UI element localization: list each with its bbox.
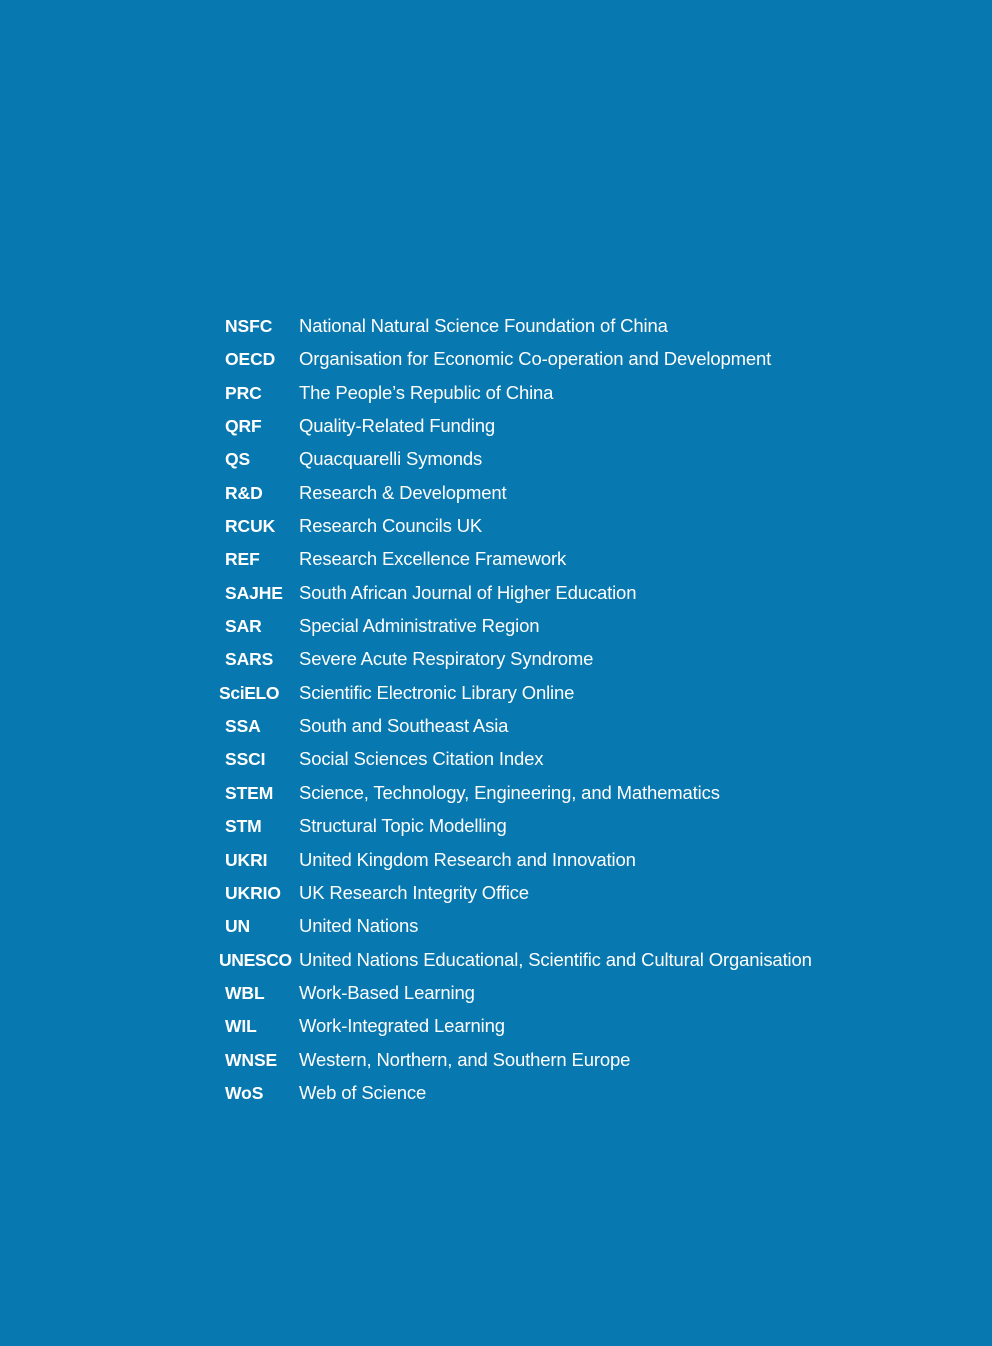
abbreviation-definition: UK Research Integrity Office bbox=[299, 881, 529, 903]
glossary-row: STEM Science, Technology, Engineering, an… bbox=[219, 782, 919, 815]
abbreviation-definition: Special Administrative Region bbox=[299, 615, 540, 637]
glossary-row: UKRI United Kingdom Research and Innovati… bbox=[219, 849, 919, 882]
glossary-row: OECD Organisation for Economic Co-operati… bbox=[219, 348, 919, 381]
abbreviation-definition: Research Excellence Framework bbox=[299, 548, 567, 570]
glossary-row: SAR Special Administrative Region bbox=[219, 615, 919, 648]
abbreviation-definition: Structural Topic Modelling bbox=[299, 815, 507, 837]
abbreviation-term: STM bbox=[225, 816, 262, 837]
abbreviation-term: UKRIO bbox=[225, 882, 281, 903]
glossary-row: WoS Web of Science bbox=[219, 1082, 919, 1115]
glossary-row: WIL Work-Integrated Learning bbox=[219, 1015, 919, 1048]
glossary-row: WNSE Western, Northern, and Southern Euro… bbox=[219, 1049, 919, 1082]
glossary-row: SSA South and Southeast Asia bbox=[219, 715, 919, 748]
abbreviation-definition: Scientific Electronic Library Online bbox=[299, 681, 575, 703]
abbreviation-definition: The People’s Republic of China bbox=[299, 381, 554, 403]
abbreviation-definition: Western, Northern, and Southern Europe bbox=[299, 1048, 631, 1070]
abbreviation-definition: Work-Based Learning bbox=[299, 981, 475, 1003]
abbreviation-term: OECD bbox=[225, 349, 276, 370]
glossary-row: SciELO Scientific Electronic Library Onli… bbox=[219, 682, 919, 715]
glossary-row: R&D Research & Development bbox=[219, 482, 919, 515]
abbreviation-definition: Quacquarelli Symonds bbox=[299, 448, 483, 470]
abbreviation-term: STEM bbox=[225, 782, 274, 803]
abbreviation-term: UKRI bbox=[225, 849, 268, 870]
abbreviation-term: PRC bbox=[225, 382, 262, 403]
abbreviation-definition: Science, Technology, Engineering, and Ma… bbox=[299, 781, 720, 803]
abbreviation-term: SARS bbox=[225, 649, 274, 670]
glossary-row: QRF Quality-Related Funding bbox=[219, 415, 919, 448]
abbreviation-term: NSFC bbox=[225, 316, 273, 336]
abbreviation-term: R&D bbox=[225, 482, 263, 503]
abbreviation-term: SAJHE bbox=[225, 582, 283, 603]
abbreviation-definition: Severe Acute Respiratory Syndrome bbox=[299, 648, 594, 670]
abbreviation-term: SSCI bbox=[225, 749, 266, 770]
abbreviation-definition: South African Journal of Higher Educatio… bbox=[299, 581, 637, 603]
abbreviation-list: NSFC National Natural Science Foundation … bbox=[219, 315, 919, 1115]
abbreviation-definition: National Natural Science Foundation of C… bbox=[299, 315, 668, 336]
glossary-row: WBL Work-Based Learning bbox=[219, 982, 919, 1015]
glossary-row: STM Structural Topic Modelling bbox=[219, 815, 919, 848]
abbreviation-term: WNSE bbox=[225, 1049, 278, 1070]
abbreviation-definition: Research Councils UK bbox=[299, 515, 483, 537]
abbreviation-definition: United Kingdom Research and Innovation bbox=[299, 848, 636, 870]
abbreviation-term: SAR bbox=[225, 616, 262, 637]
abbreviation-definition: South and Southeast Asia bbox=[299, 715, 509, 737]
abbreviation-definition: Work-Integrated Learning bbox=[299, 1015, 505, 1037]
abbreviation-term: WoS bbox=[225, 1082, 264, 1103]
abbreviation-definition: Quality-Related Funding bbox=[299, 415, 496, 437]
glossary-row: SAJHE South African Journal of Higher Edu… bbox=[219, 582, 919, 615]
abbreviation-term: QS bbox=[225, 449, 251, 470]
abbreviation-term: UN bbox=[225, 916, 251, 937]
abbreviation-term: WBL bbox=[225, 982, 265, 1003]
abbreviation-definition: Organisation for Economic Co-operation a… bbox=[299, 348, 772, 370]
glossary-row: UNESCO United Nations Educational, Scient… bbox=[219, 949, 919, 982]
abbreviation-definition: United Nations Educational, Scientific a… bbox=[299, 948, 812, 970]
abbreviation-term: QRF bbox=[225, 416, 262, 437]
glossary-row: PRC The People’s Republic of China bbox=[219, 382, 919, 415]
abbreviation-term: UNESCO bbox=[219, 949, 292, 970]
glossary-row: SARS Severe Acute Respiratory Syndrome bbox=[219, 648, 919, 681]
abbreviation-definition: Research & Development bbox=[299, 481, 507, 503]
abbreviation-definition: Social Sciences Citation Index bbox=[299, 748, 544, 770]
glossary-row: UKRIO UK Research Integrity Office bbox=[219, 882, 919, 915]
abbreviation-term: SSA bbox=[225, 716, 261, 737]
glossary-row: SSCI Social Sciences Citation Index bbox=[219, 748, 919, 781]
abbreviation-term: SciELO bbox=[219, 682, 280, 703]
abbreviation-definition: Web of Science bbox=[299, 1081, 427, 1103]
glossary-row: NSFC National Natural Science Foundation … bbox=[219, 315, 919, 348]
glossary-row: REF Research Excellence Framework bbox=[219, 548, 919, 581]
abbreviation-term: RCUK bbox=[225, 516, 276, 537]
glossary-row: QS Quacquarelli Symonds bbox=[219, 448, 919, 481]
abbreviation-term: REF bbox=[225, 549, 260, 570]
glossary-row: RCUK Research Councils UK bbox=[219, 515, 919, 548]
abbreviation-term: WIL bbox=[225, 1016, 257, 1037]
abbreviation-definition: United Nations bbox=[299, 915, 419, 937]
glossary-row: UN United Nations bbox=[219, 915, 919, 948]
